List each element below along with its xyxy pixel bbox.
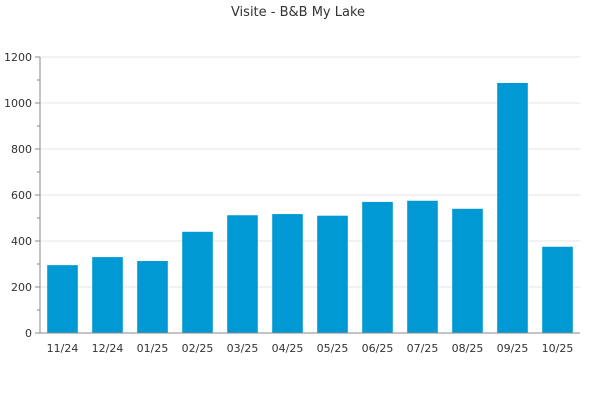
bar-08-25 — [452, 208, 483, 333]
x-tick-label: 09/25 — [497, 342, 529, 355]
chart-title: Visite - B&B My Lake — [231, 5, 365, 20]
y-gridlines — [40, 56, 580, 288]
y-tick-label: 800 — [11, 143, 32, 156]
y-tick-labels: 0 200 400 600 800 1000 1200 — [4, 51, 32, 340]
x-tick-label: 07/25 — [407, 342, 439, 355]
x-tick-label: 01/25 — [137, 342, 169, 355]
bar-09-25 — [497, 82, 528, 334]
y-tick-label: 400 — [11, 235, 32, 248]
bar-07-25 — [407, 200, 438, 333]
x-tick-label: 10/25 — [542, 342, 574, 355]
bar-10-25 — [542, 246, 573, 333]
bar-02-25 — [182, 231, 213, 333]
x-tick-label: 12/24 — [92, 342, 124, 355]
y-tick-label: 1200 — [4, 51, 32, 64]
bars — [47, 82, 573, 334]
bar-12-24 — [92, 257, 123, 333]
y-tick-label: 600 — [11, 189, 32, 202]
x-tick-label: 03/25 — [227, 342, 259, 355]
x-tick-label: 05/25 — [317, 342, 349, 355]
bar-06-25 — [362, 201, 393, 333]
bar-11-24 — [47, 265, 78, 333]
axes — [35, 56, 580, 334]
y-tick-label: 1000 — [4, 97, 32, 110]
x-tick-label: 08/25 — [452, 342, 484, 355]
bar-01-25 — [137, 261, 168, 333]
x-tick-label: 04/25 — [272, 342, 304, 355]
bar-05-25 — [317, 215, 348, 333]
y-tick-label: 200 — [11, 281, 32, 294]
bar-04-25 — [272, 214, 303, 333]
y-tick-label: 0 — [25, 327, 32, 340]
bar-03-25 — [227, 215, 258, 333]
x-tick-label: 02/25 — [182, 342, 214, 355]
x-tick-label: 06/25 — [362, 342, 394, 355]
x-tick-label: 11/24 — [47, 342, 79, 355]
x-tick-labels: 11/24 12/24 01/25 02/25 03/25 04/25 05/25 06/25… — [47, 342, 574, 355]
